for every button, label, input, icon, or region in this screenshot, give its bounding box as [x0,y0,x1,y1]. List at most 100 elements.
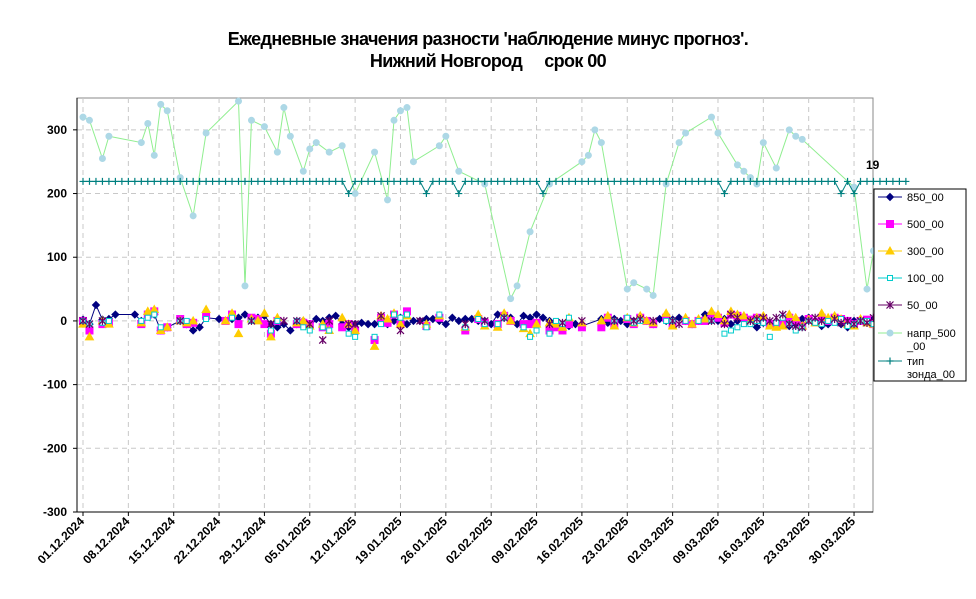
x-tick-label: 15.12.2024 [125,514,178,567]
data-point [837,318,846,327]
data-point [636,315,645,324]
data-point [79,316,87,325]
y-tick-label: -100 [43,378,67,392]
data-point [480,316,489,325]
data-point [403,177,411,185]
data-point [663,317,670,324]
data-point [98,155,106,163]
data-point [318,336,327,345]
data-point [233,328,244,338]
data-point [584,151,592,159]
data-point [818,177,826,185]
data-point [163,107,171,115]
data-point [260,177,268,185]
data-point [798,177,806,185]
data-point [345,330,352,337]
data-point [532,310,541,319]
data-point [720,320,729,329]
data-point [85,177,93,185]
data-point [779,177,787,185]
plot-area [76,97,874,513]
data-point [889,177,897,185]
legend-label: 100_00 [907,273,944,285]
data-point [772,177,780,185]
y-tick-label: 300 [47,123,67,137]
data-point [850,190,858,198]
data-point [746,177,754,185]
data-point [436,311,443,318]
data-point [624,314,631,321]
data-point [280,177,288,185]
data-point [539,190,547,198]
data-point [371,177,379,185]
data-point [338,177,346,185]
data-point [195,323,204,332]
data-point [577,316,586,325]
data-point [752,323,762,332]
legend-swatch-marker [886,357,894,365]
data-point [706,306,717,315]
data-point [811,313,820,322]
data-point [863,285,871,293]
data-point [481,177,489,185]
data-point [326,327,333,334]
data-point [771,322,782,331]
data-point [273,177,281,185]
data-point [382,314,393,323]
data-point [299,167,307,175]
data-point [500,313,509,322]
data-point [435,177,443,185]
data-point [363,319,373,329]
data-point [253,315,263,325]
series-line [82,100,874,301]
data-point [565,314,572,321]
data-point [300,324,307,331]
data-point [682,177,690,185]
data-point [423,324,430,331]
data-point [280,104,288,112]
data-point [558,318,567,327]
data-point [111,177,119,185]
data-point [461,177,469,185]
data-point [150,151,158,159]
data-point [507,177,515,185]
data-point [733,161,741,169]
data-point [733,313,742,322]
data-point [390,116,398,124]
data-point [727,327,734,334]
data-point [520,324,527,331]
data-point [235,177,243,185]
data-point [241,177,249,185]
data-point [409,316,418,326]
data-point [837,190,845,198]
data-point [267,177,275,185]
data-point [351,177,359,185]
data-point [792,132,800,140]
data-point [351,320,360,329]
data-point [798,323,807,332]
data-point [98,177,106,185]
data-point [325,148,333,156]
data-point [441,319,451,329]
data-point [739,310,749,320]
x-tick-label: 23.03.2025 [760,514,813,567]
data-point [727,310,735,319]
legend-entry: 50_00 [878,300,938,312]
data-point [785,177,793,185]
data-point [397,314,404,321]
data-point [766,177,774,185]
data-point [675,177,683,185]
data-point [338,142,346,150]
data-point [811,177,819,185]
legend-swatch-marker [885,192,895,202]
legend-label: тип [907,356,924,368]
data-point [734,324,741,331]
data-point [144,119,152,127]
data-point [131,177,139,185]
x-tick-label: 02.02.2025 [443,514,496,567]
data-point [105,177,113,185]
data-point [714,177,722,185]
data-point [630,177,638,185]
